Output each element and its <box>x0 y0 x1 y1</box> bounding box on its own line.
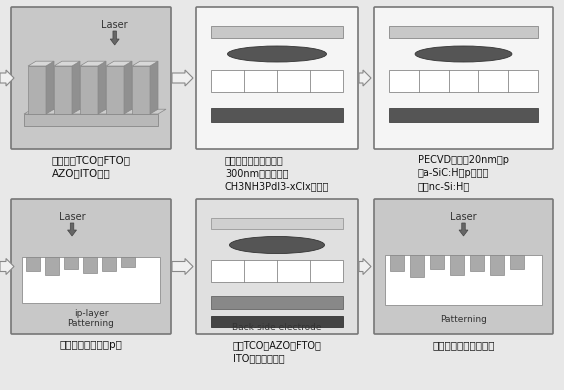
Bar <box>24 114 158 126</box>
Bar <box>26 257 40 271</box>
Bar <box>211 26 343 38</box>
Polygon shape <box>28 61 54 66</box>
FancyBboxPatch shape <box>374 199 553 334</box>
FancyBboxPatch shape <box>196 7 358 149</box>
Text: Patterning: Patterning <box>440 315 487 324</box>
Bar <box>410 255 424 277</box>
Text: Back-side electrode: Back-side electrode <box>232 323 321 332</box>
Bar <box>64 257 78 269</box>
Text: 激光分割吸收层和p层: 激光分割吸收层和p层 <box>60 340 122 350</box>
FancyBboxPatch shape <box>196 199 358 334</box>
Text: 激光分割TCO（FTO、
AZO、ITO等）: 激光分割TCO（FTO、 AZO、ITO等） <box>51 155 130 178</box>
Polygon shape <box>80 66 98 114</box>
Polygon shape <box>106 66 124 114</box>
FancyArrow shape <box>172 259 193 275</box>
Bar <box>470 255 484 271</box>
FancyArrow shape <box>359 70 371 86</box>
Ellipse shape <box>227 46 327 62</box>
Text: Laser: Laser <box>102 20 128 30</box>
FancyArrow shape <box>110 31 119 45</box>
Bar <box>385 255 542 305</box>
FancyArrow shape <box>459 223 468 236</box>
Ellipse shape <box>415 46 512 62</box>
Bar <box>389 26 538 38</box>
Polygon shape <box>54 66 72 114</box>
Bar <box>490 255 504 275</box>
FancyBboxPatch shape <box>11 199 171 334</box>
Polygon shape <box>24 109 166 114</box>
Bar <box>45 257 59 275</box>
Polygon shape <box>106 61 132 66</box>
FancyArrow shape <box>0 259 14 275</box>
Polygon shape <box>72 61 80 114</box>
FancyBboxPatch shape <box>11 7 171 149</box>
Bar <box>102 257 116 271</box>
FancyArrow shape <box>172 70 193 86</box>
Bar <box>211 296 343 309</box>
Bar <box>83 257 97 273</box>
Polygon shape <box>124 61 132 114</box>
Bar <box>22 257 160 303</box>
Polygon shape <box>98 61 106 114</box>
FancyArrow shape <box>359 259 371 275</box>
Text: PECVD制备约20nm厚p
型a-SiC:H或p型纳米
硅（nc-Si:H）: PECVD制备约20nm厚p 型a-SiC:H或p型纳米 硅（nc-Si:H） <box>418 155 509 191</box>
Text: 有机无机共蒸发制备约
300nm钙钛矿结构
CH3NH3PdI3-xClx吸收层: 有机无机共蒸发制备约 300nm钙钛矿结构 CH3NH3PdI3-xClx吸收层 <box>225 155 329 191</box>
Bar <box>389 108 538 122</box>
Polygon shape <box>80 61 106 66</box>
Polygon shape <box>54 61 80 66</box>
Text: 背面TCO（AZO、FTO、
ITO等）透明电极: 背面TCO（AZO、FTO、 ITO等）透明电极 <box>232 340 321 363</box>
Polygon shape <box>132 61 158 66</box>
FancyArrow shape <box>68 223 77 236</box>
Polygon shape <box>132 66 150 114</box>
Text: Laser: Laser <box>450 212 477 222</box>
Bar <box>211 218 343 229</box>
Polygon shape <box>150 61 158 114</box>
Bar <box>121 257 135 267</box>
Polygon shape <box>28 66 46 114</box>
Polygon shape <box>46 61 54 114</box>
FancyBboxPatch shape <box>374 7 553 149</box>
Ellipse shape <box>230 236 324 254</box>
FancyArrow shape <box>0 70 14 86</box>
Bar <box>450 255 464 275</box>
Bar <box>390 255 404 271</box>
Bar <box>389 70 538 92</box>
Bar <box>510 255 524 269</box>
Text: Laser: Laser <box>59 212 85 222</box>
Text: ip-layer: ip-layer <box>74 309 108 318</box>
Text: Patterning: Patterning <box>68 319 114 328</box>
Bar <box>211 260 343 282</box>
Bar <box>211 70 343 92</box>
Bar <box>211 108 343 122</box>
Bar <box>211 316 343 327</box>
Bar <box>430 255 444 269</box>
Text: 激光分割背面透明电极: 激光分割背面透明电极 <box>432 340 495 350</box>
